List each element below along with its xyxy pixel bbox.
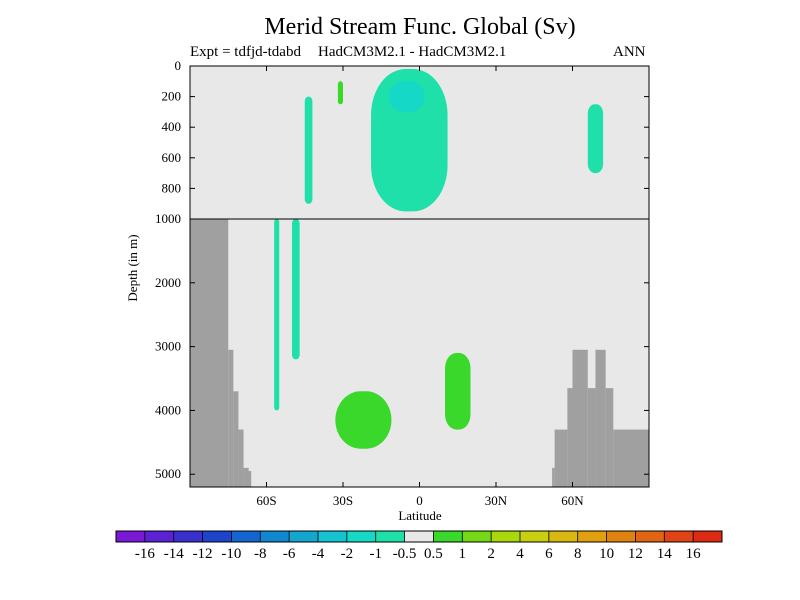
colorbar-swatch-16 xyxy=(577,531,607,542)
colorbar-label-6: -4 xyxy=(312,546,325,562)
colorbar-swatch-15 xyxy=(548,531,579,542)
y-tick-label-3: 600 xyxy=(162,150,182,165)
y-tick-label-2: 400 xyxy=(162,119,182,134)
colorbar-label-3: -10 xyxy=(221,546,241,562)
contour-region-6 xyxy=(335,391,392,449)
colorbar-label-13: 4 xyxy=(516,546,524,562)
land-column-12 xyxy=(605,388,614,487)
colorbar-swatch-20 xyxy=(693,531,723,542)
colorbar-swatch-3 xyxy=(202,531,232,542)
y-tick-label-9: 5000 xyxy=(155,466,181,481)
colorbar-label-17: 12 xyxy=(628,546,643,562)
chart-title: Merid Stream Func. Global (Sv) xyxy=(264,14,576,40)
land-column-5 xyxy=(246,471,252,487)
land-column-1 xyxy=(228,349,234,487)
land-column-6 xyxy=(552,467,555,487)
colorbar-label-4: -8 xyxy=(254,546,267,562)
colorbar-label-7: -2 xyxy=(341,546,354,562)
x-axis: 60S 30S 0 30N 60N xyxy=(256,66,584,508)
y-tick-label-0: 0 xyxy=(175,58,182,73)
colorbar-swatch-8 xyxy=(346,531,377,542)
contour-region-8 xyxy=(337,81,343,105)
colorbar-swatch-18 xyxy=(635,531,665,542)
colorbar-swatch-1 xyxy=(144,531,175,542)
y-axis-label: Depth (in m) xyxy=(125,234,140,301)
colorbar-frame xyxy=(115,530,723,543)
y-tick-label-4: 800 xyxy=(162,180,182,195)
y-tick-label-6: 2000 xyxy=(155,275,181,290)
x-tick-label-2: 0 xyxy=(416,493,423,508)
land-column-13 xyxy=(613,429,649,487)
land-column-7 xyxy=(554,429,568,487)
contour-region-3 xyxy=(587,104,604,174)
colorbar-swatch-12 xyxy=(462,531,492,542)
contour-region-1 xyxy=(371,69,448,212)
land-column-8 xyxy=(567,388,573,487)
season-label: ANN xyxy=(613,44,646,60)
colorbar-label-1: -14 xyxy=(164,546,184,562)
colorbar-swatch-7 xyxy=(318,531,348,542)
x-tick-label-4: 60N xyxy=(561,493,584,508)
colorbar-label-14: 6 xyxy=(545,546,553,562)
colorbar-label-11: 1 xyxy=(459,546,467,562)
colorbar-label-10: 0.5 xyxy=(424,546,443,562)
experiment-label: Expt = tdfjd-tdabd xyxy=(190,44,301,60)
x-tick-label-1: 30S xyxy=(333,493,353,508)
colorbar-label-15: 8 xyxy=(574,546,582,562)
y-tick-label-1: 200 xyxy=(162,89,182,104)
contour-region-5 xyxy=(292,219,300,360)
colorbar-swatch-13 xyxy=(491,531,521,542)
colorbar-swatch-9 xyxy=(375,531,405,542)
colorbar-swatch-4 xyxy=(231,531,261,542)
colorbar-label-12: 2 xyxy=(487,546,495,562)
land-column-11 xyxy=(595,349,606,487)
x-tick-label-0: 60S xyxy=(256,493,276,508)
colorbar-label-9: -0.5 xyxy=(393,546,417,562)
colorbar-swatch-6 xyxy=(289,531,319,542)
contour-region-2 xyxy=(388,81,425,112)
land-column-0 xyxy=(190,219,229,487)
colorbar-swatch-14 xyxy=(520,531,550,542)
colorbar-label-18: 14 xyxy=(657,546,673,562)
colorbar-label-0: -16 xyxy=(135,546,155,562)
y-axis: 0 200 400 600 800 1000 2000 3000 4000 5000 xyxy=(155,58,649,481)
colorbar-swatch-2 xyxy=(173,531,203,542)
colorbar-label-16: 10 xyxy=(599,546,614,562)
y-tick-label-8: 4000 xyxy=(155,402,181,417)
colorbar-label-2: -12 xyxy=(193,546,213,562)
colorbar-swatch-11 xyxy=(433,531,463,542)
colorbar-swatch-10 xyxy=(404,531,434,542)
contour-region-7 xyxy=(445,353,471,430)
x-axis-label: Latitude xyxy=(398,508,442,523)
land-column-2 xyxy=(233,391,239,487)
contour-region-0 xyxy=(304,96,313,204)
land-mask xyxy=(190,219,649,487)
colorbar-label-5: -6 xyxy=(283,546,296,562)
colorbar-label-19: 16 xyxy=(686,546,702,562)
land-column-3 xyxy=(238,429,244,487)
contour-regions xyxy=(274,69,604,449)
land-column-10 xyxy=(587,388,596,487)
colorbar-swatch-17 xyxy=(606,531,636,542)
y-tick-label-7: 3000 xyxy=(155,339,181,354)
colorbar-swatch-5 xyxy=(260,531,290,542)
land-column-9 xyxy=(572,349,588,487)
y-tick-label-5: 1000 xyxy=(155,211,181,226)
comparison-label: HadCM3M2.1 - HadCM3M2.1 xyxy=(318,44,507,60)
contour-region-4 xyxy=(274,219,280,411)
colorbar-swatch-0 xyxy=(116,531,146,542)
x-tick-label-3: 30N xyxy=(485,493,508,508)
colorbar-label-8: -1 xyxy=(369,546,382,562)
colorbar: -16 -14 -12 -10 -8 -6 -4 -2 -1 -0.5 0.5 1 2 4 6 8 10 12 14… xyxy=(115,530,723,562)
colorbar-swatch-19 xyxy=(664,531,694,542)
